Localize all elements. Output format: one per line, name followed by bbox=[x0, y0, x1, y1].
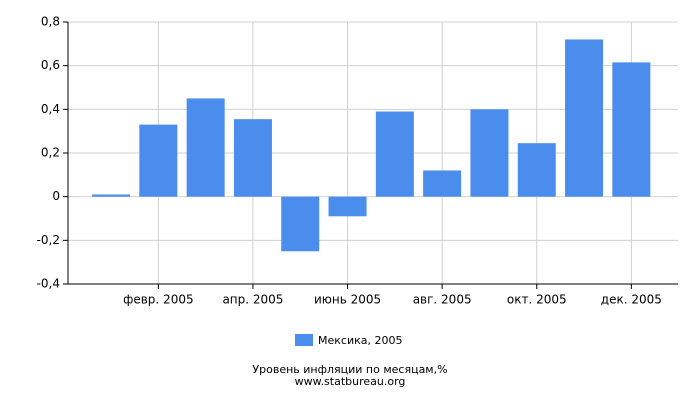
bar bbox=[470, 109, 509, 197]
x-tick-label: окт. 2005 bbox=[507, 293, 567, 307]
y-tick-label: -0,4 bbox=[37, 277, 60, 291]
x-tick-label: апр. 2005 bbox=[222, 293, 283, 307]
bar bbox=[517, 143, 556, 197]
y-tick-label: 0 bbox=[52, 189, 60, 203]
x-tick-label: дек. 2005 bbox=[601, 293, 662, 307]
legend-swatch bbox=[295, 334, 313, 346]
y-tick-label: 0,2 bbox=[41, 146, 60, 160]
bar bbox=[92, 194, 131, 197]
x-tick-label: февр. 2005 bbox=[123, 293, 194, 307]
bar bbox=[375, 111, 414, 197]
bar bbox=[565, 39, 604, 197]
bar bbox=[281, 196, 320, 252]
chart-source: www.statbureau.org bbox=[295, 375, 406, 388]
bar bbox=[139, 124, 178, 197]
y-tick-label: 0,4 bbox=[41, 102, 60, 116]
legend-label: Мексика, 2005 bbox=[318, 334, 402, 347]
y-tick-label: -0,2 bbox=[37, 233, 60, 247]
bar bbox=[423, 170, 462, 197]
bar bbox=[186, 98, 225, 197]
bar bbox=[233, 119, 272, 197]
y-tick-label: 0,6 bbox=[41, 58, 60, 72]
bar bbox=[612, 62, 651, 197]
x-tick-label: июнь 2005 bbox=[314, 293, 381, 307]
bar bbox=[328, 196, 367, 217]
chart-caption: Уровень инфляции по месяцам,% bbox=[252, 363, 447, 376]
x-tick-label: авг. 2005 bbox=[413, 293, 472, 307]
y-tick-label: 0,8 bbox=[41, 15, 60, 29]
